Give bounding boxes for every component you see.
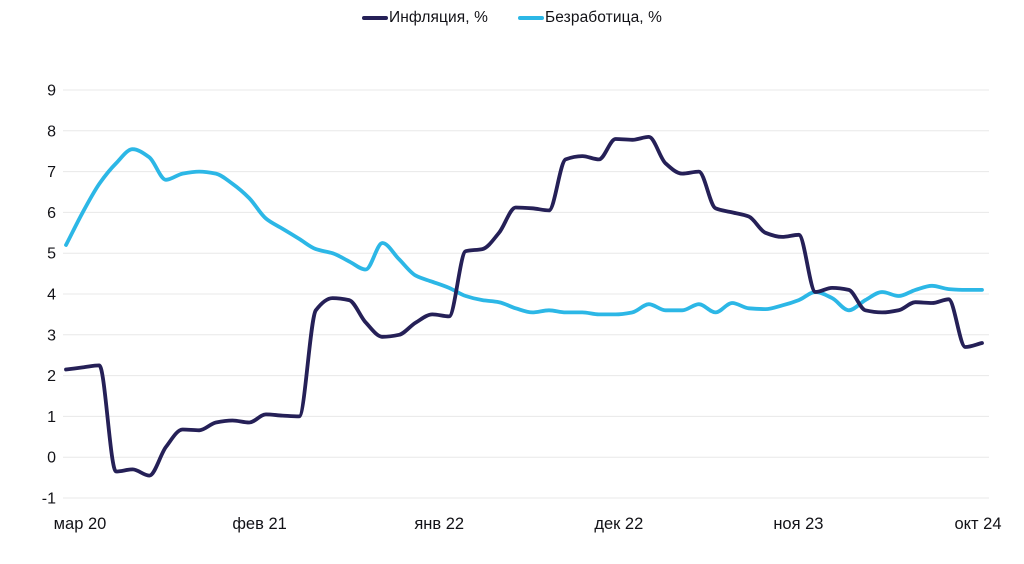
legend-line-swatch-inflation — [362, 16, 388, 20]
y-tick-label: 9 — [47, 83, 56, 100]
chart-legend: Инфляция, % Безработица, % — [0, 9, 1024, 27]
x-tick-label: фев 21 — [232, 515, 286, 533]
y-tick-label: 1 — [47, 409, 56, 426]
x-tick-label: мар 20 — [54, 515, 107, 533]
legend-label-inflation: Инфляция, % — [389, 9, 488, 26]
legend-label-unemployment: Безработица, % — [544, 9, 662, 26]
y-tick-label: 3 — [47, 327, 56, 344]
legend-item-unemployment: Безработица, % — [517, 9, 662, 27]
legend-line-swatch-unemployment — [517, 16, 544, 20]
y-tick-label: 4 — [47, 287, 56, 304]
y-tick-label: 8 — [47, 123, 56, 140]
series-line-inflation — [64, 135, 984, 478]
x-tick-label: янв 22 — [414, 515, 464, 533]
x-tick-label: дек 22 — [594, 515, 643, 533]
y-tick-label: 7 — [47, 164, 56, 181]
y-tick-label: 0 — [47, 450, 56, 467]
legend-item-inflation: Инфляция, % — [362, 9, 488, 27]
series-line-unemployment — [64, 147, 984, 317]
x-tick-label: ноя 23 — [773, 515, 823, 533]
y-tick-label: 2 — [47, 368, 56, 385]
y-tick-label: -1 — [42, 491, 56, 508]
y-tick-label: 6 — [47, 205, 56, 222]
x-tick-label: окт 24 — [954, 515, 1001, 533]
y-tick-label: 5 — [47, 246, 56, 263]
